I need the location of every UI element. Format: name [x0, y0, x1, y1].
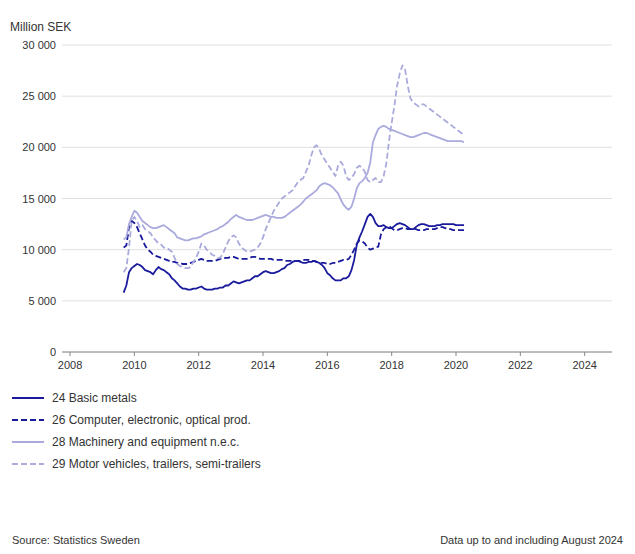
grid-line	[62, 96, 612, 97]
legend: 24 Basic metals 26 Computer, electronic, …	[12, 391, 261, 471]
x-tick	[327, 352, 328, 356]
grid-line	[62, 249, 612, 250]
chart: 0 5 000 10 000 15 000 20 000 25 000 30 000 2008…	[0, 0, 635, 554]
y-tick-label: 25 000	[22, 90, 56, 102]
x-tick-label: 2016	[315, 359, 339, 371]
x-axis: 2008 2010 2012 2014 2016 2018 2020 2022 2024	[58, 352, 612, 371]
series-group	[124, 65, 464, 292]
legend-label: 24 Basic metals	[52, 391, 137, 405]
x-tick	[584, 352, 585, 356]
grid-line	[62, 300, 612, 301]
y-tick-label: 20 000	[22, 141, 56, 153]
grid-line	[62, 45, 612, 46]
legend-swatch	[12, 463, 44, 465]
x-axis-line	[62, 352, 612, 353]
chart-container: 0 5 000 10 000 15 000 20 000 25 000 30 000 2008…	[0, 0, 635, 554]
x-tick-label: 2018	[379, 359, 403, 371]
x-tick-label: 2012	[186, 359, 210, 371]
series-line	[124, 65, 464, 272]
y-tick-label: 30 000	[22, 39, 56, 51]
series-line	[124, 126, 464, 241]
y-grid	[62, 45, 612, 352]
y-tick-label: 15 000	[22, 193, 56, 205]
y-axis-label: Million SEK	[10, 20, 71, 34]
x-tick-label: 2010	[122, 359, 146, 371]
grid-line	[62, 147, 612, 148]
y-tick-labels: 0 5 000 10 000 15 000 20 000 25 000 30 000	[22, 39, 56, 358]
x-tick-label: 2014	[251, 359, 275, 371]
grid-line	[62, 198, 612, 199]
legend-label: 29 Motor vehicles, trailers, semi-traile…	[52, 457, 261, 471]
legend-label: 26 Computer, electronic, optical prod.	[52, 413, 251, 427]
grid-line	[62, 352, 612, 353]
legend-swatch	[12, 419, 44, 421]
series-line	[124, 214, 464, 293]
legend-swatch	[12, 397, 44, 399]
x-tick-label: 2020	[444, 359, 468, 371]
source-note: Source: Statistics Sweden	[12, 534, 140, 546]
x-tick-label: 2008	[58, 359, 82, 371]
y-tick-label: 5 000	[28, 295, 56, 307]
source-note: Data up to and including August 2024	[440, 534, 623, 546]
x-tick	[70, 352, 71, 356]
x-tick	[134, 352, 135, 356]
x-tick	[263, 352, 264, 356]
y-tick-label: 10 000	[22, 244, 56, 256]
legend-swatch	[12, 441, 44, 443]
x-tick	[520, 352, 521, 356]
annotations: Source: Statistics Sweden Data up to and …	[12, 534, 623, 546]
x-tick-label: 2022	[508, 359, 532, 371]
legend-label: 28 Machinery and equipment n.e.c.	[52, 435, 239, 449]
x-tick	[198, 352, 199, 356]
x-tick	[391, 352, 392, 356]
y-tick-label: 0	[50, 346, 56, 358]
x-tick-label: 2024	[572, 359, 596, 371]
x-tick	[456, 352, 457, 356]
